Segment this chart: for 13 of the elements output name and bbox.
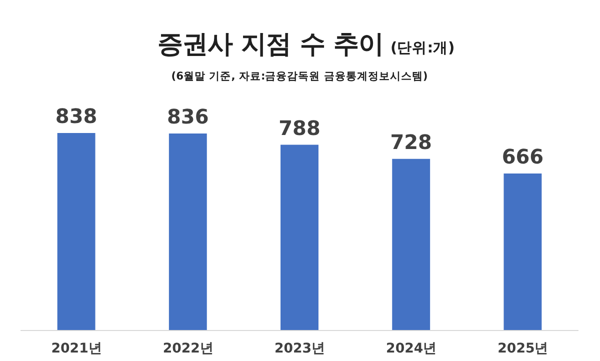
data-label: 666: [502, 144, 544, 169]
x-tick-label: 2024년: [386, 342, 436, 356]
x-tick-label: 2022년: [162, 342, 213, 356]
data-label: 788: [278, 116, 320, 140]
x-tick-label: 2025년: [498, 342, 548, 356]
chart-title: 증권사 지점 수 추이: [157, 28, 384, 58]
data-label: 838: [55, 104, 98, 128]
data-label: 728: [390, 130, 432, 154]
x-tick-label: 2023년: [274, 342, 325, 356]
data-label: 836: [167, 104, 209, 128]
chart-subtitle: (6월말 기준, 자료:금융감독원 금융통계정보시스템): [171, 70, 428, 82]
text: (단위:개): [390, 40, 455, 56]
x-tick-label: 2021년: [51, 342, 102, 356]
